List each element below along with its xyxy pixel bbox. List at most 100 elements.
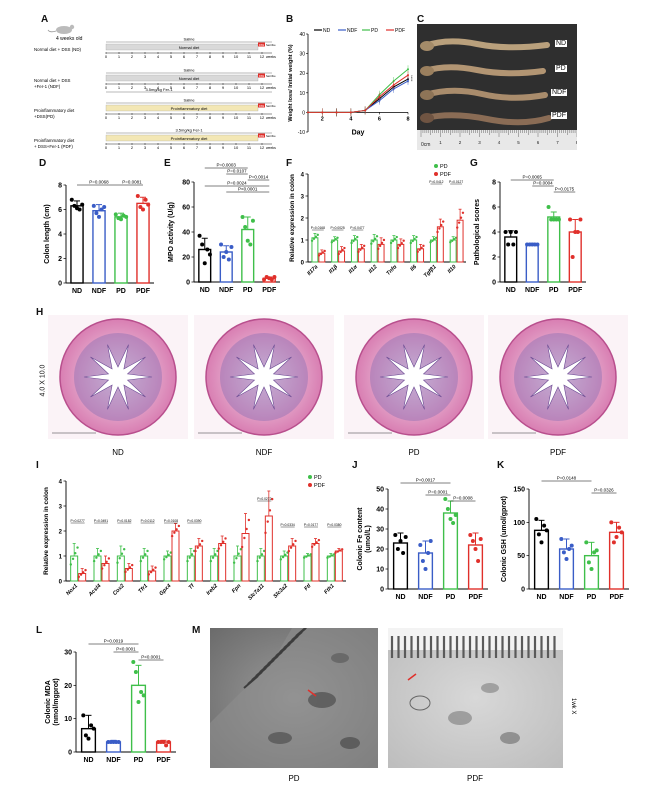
y-tick-label: 0	[58, 281, 62, 288]
data-point	[205, 247, 210, 252]
week-tick-label: 3	[144, 85, 147, 90]
histology-label: PDF	[550, 448, 566, 457]
ruler-label: 0cm	[421, 142, 430, 148]
data-point	[420, 246, 423, 250]
data-point	[398, 539, 403, 543]
week-tick-label: 10	[234, 85, 239, 90]
week-tick-label: 11	[247, 85, 252, 90]
panel-letter-j: J	[352, 460, 358, 471]
gene-label: Tgfβ1	[423, 264, 438, 279]
p-value: P=0.0272	[257, 497, 271, 501]
pathology-chart: 0 2 4 6 8 Pathological scores ND NDF PD PDF P=0.00…	[474, 175, 586, 294]
bar-pd	[326, 555, 335, 582]
data-point	[82, 571, 85, 574]
y-axis-label: (nmol/mgprot)	[53, 678, 60, 725]
group-label: Normal diet + DSS	[34, 78, 71, 83]
p-value: P=0.0175	[555, 187, 575, 192]
data-point	[584, 540, 589, 545]
x-tick-label: PD	[243, 287, 253, 294]
data-point	[398, 244, 402, 247]
bar-nd	[392, 542, 409, 590]
data-point	[77, 575, 81, 579]
p-value: P=0.0108	[164, 519, 178, 523]
panel-m-electron-microscopy: PD PDF 1wk X	[210, 623, 640, 783]
group-label: + DSS+Fer-1 (PDF)	[34, 144, 73, 149]
week-tick-label: 2	[131, 85, 134, 90]
data-point	[197, 233, 202, 238]
data-point	[433, 238, 436, 241]
data-point	[619, 530, 624, 535]
week-unit: weeks	[266, 86, 276, 90]
group-label: +Fer-1 (NDF)	[34, 84, 61, 89]
data-point	[262, 549, 266, 553]
ruler-number: 6	[537, 140, 540, 145]
data-point	[313, 543, 316, 546]
week-tick-label: 11	[247, 145, 252, 150]
gsh-chart: 0 50 100 150 Colonic GSH (umol/gprot) ND NDF PD…	[501, 476, 629, 601]
data-point	[91, 726, 96, 731]
data-point	[272, 275, 277, 279]
weight-chart-svg: -10 0 10 20 30 40 2 4 6 8 Day Weight loss/ Initial …	[288, 28, 414, 136]
bar-ndf	[92, 210, 106, 284]
data-point	[217, 547, 221, 550]
em-image-pdf	[388, 628, 563, 768]
bar-pdf	[377, 243, 385, 263]
data-point	[330, 554, 334, 557]
data-point	[578, 217, 583, 222]
data-point	[116, 561, 119, 564]
magnification-label: 4.0 X 10.0	[39, 364, 47, 397]
data-point	[380, 241, 384, 245]
legend-label: PD	[371, 28, 378, 34]
x-tick-label: PD	[549, 287, 559, 294]
data-point	[568, 217, 573, 222]
sacrifice-text: Sacrifice	[266, 44, 276, 47]
y-axis-label: Relative expression in colon	[289, 174, 296, 262]
data-point	[420, 559, 425, 563]
histology-image-pd: PD	[344, 315, 484, 457]
data-point	[336, 550, 339, 553]
y-tick-label: 30	[299, 52, 305, 58]
data-point	[294, 539, 297, 543]
data-point	[575, 230, 580, 234]
sacrifice-text: Sacrifice	[266, 135, 276, 138]
y-tick-label: 10	[64, 716, 72, 723]
y-tick-label: 4	[58, 232, 62, 239]
data-point	[586, 560, 591, 565]
p-value: P=0.0065	[523, 175, 543, 180]
y-tick-label: 40	[182, 230, 190, 237]
x-tick-label: PDF	[136, 288, 151, 295]
data-point	[326, 556, 329, 559]
ruler-number: 3	[478, 140, 481, 145]
x-tick-label: ND	[72, 288, 82, 295]
data-point	[473, 547, 478, 551]
data-point	[202, 261, 207, 266]
timeline-top-text: 3.5mg/kg Fer-1	[175, 128, 203, 133]
histology-label: NDF	[256, 448, 273, 457]
series-point	[307, 111, 309, 114]
data-point	[343, 246, 346, 250]
panel-letter-b: B	[286, 14, 294, 25]
p-value: P<0.0001	[141, 655, 161, 660]
data-point	[506, 242, 511, 247]
x-tick-label: NDF	[219, 287, 234, 294]
p-value: P=0.0390	[187, 519, 201, 523]
p-value: P=0.0326	[594, 488, 614, 493]
ruler-number: 4	[498, 140, 501, 145]
histology-svg: ND NDF PD PDF	[48, 315, 628, 457]
gene-label: Ftl	[303, 583, 312, 592]
data-point	[396, 246, 400, 250]
y-tick-label: 0	[301, 261, 305, 267]
histology-image-nd: ND	[48, 315, 188, 457]
y-tick-label: 20	[376, 547, 384, 554]
data-point	[262, 277, 267, 282]
data-point	[570, 255, 575, 259]
x-tick-label: PD	[134, 757, 144, 764]
bar-pd	[93, 555, 102, 582]
legend-marker	[434, 164, 438, 168]
x-tick-label: NDF	[92, 288, 107, 295]
week-tick-label: 7	[196, 85, 199, 90]
diet-bar	[105, 43, 259, 51]
data-point	[186, 559, 189, 563]
panel-letter-h: H	[36, 307, 44, 318]
panel-i-ferroptosis-genes: 0 1 2 3 4 Relative expression in colon Nox1 Acs…	[40, 467, 350, 617]
